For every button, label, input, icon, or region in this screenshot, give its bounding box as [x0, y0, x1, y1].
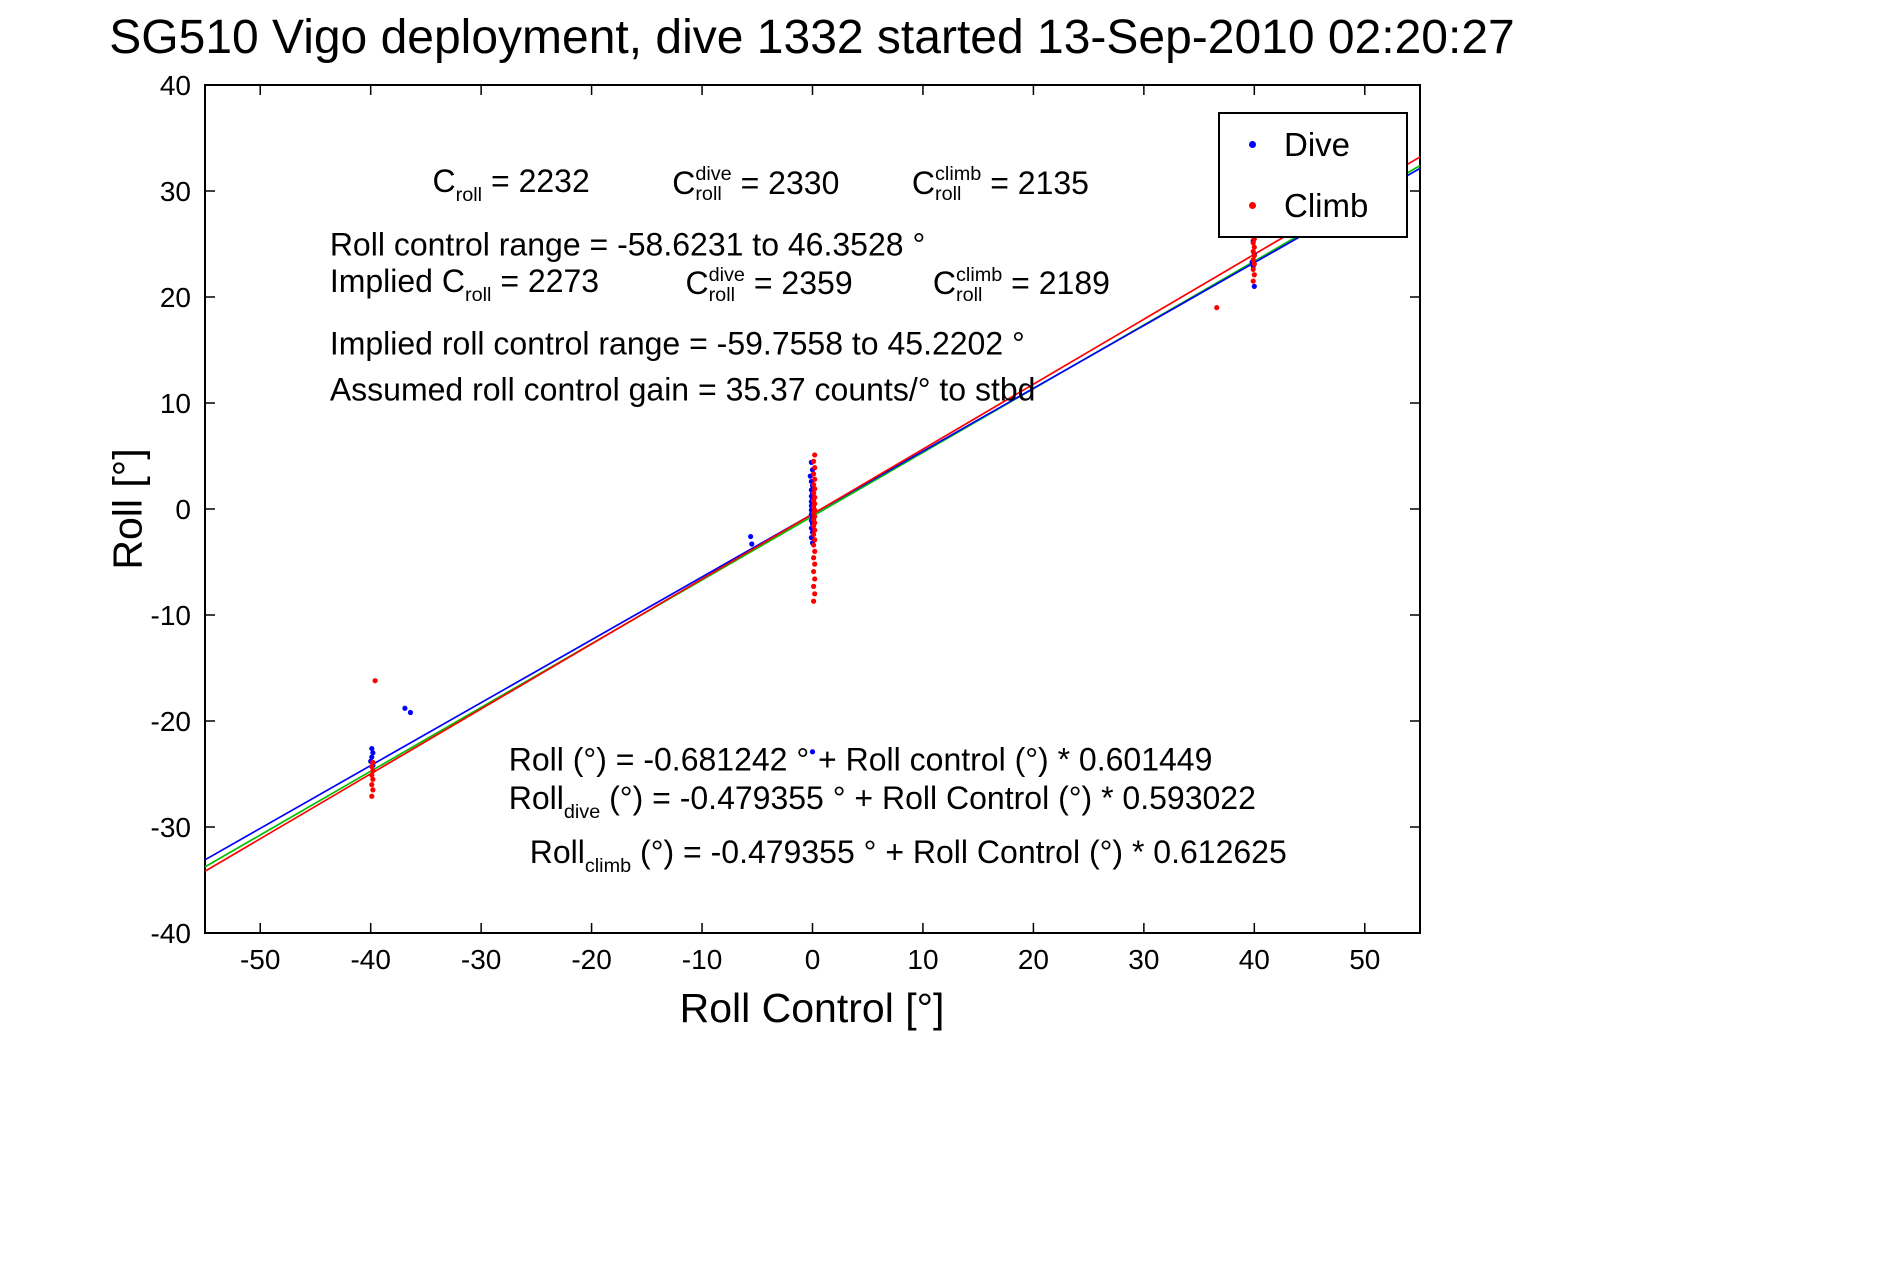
- y-tick-label: 20: [160, 282, 191, 313]
- legend-label-climb: Climb: [1284, 186, 1369, 224]
- y-tick-label: 0: [175, 494, 191, 525]
- x-tick-label: 50: [1349, 944, 1380, 975]
- climb-marker-icon: [1220, 202, 1284, 209]
- legend-item-dive: Dive: [1220, 114, 1406, 175]
- x-axis-label: Roll Control [°]: [679, 985, 945, 1031]
- y-tick-label: -40: [151, 918, 191, 949]
- climb-points: [369, 226, 1257, 799]
- chart-title: SG510 Vigo deployment, dive 1332 started…: [109, 11, 1515, 64]
- x-tick-label: -10: [682, 944, 722, 975]
- x-tick-label: 30: [1128, 944, 1159, 975]
- y-axis-label: Roll [°]: [104, 448, 151, 570]
- x-tick-label: -50: [240, 944, 280, 975]
- x-tick-label: 0: [805, 944, 821, 975]
- y-tick-label: -20: [151, 706, 191, 737]
- x-tick-label: 10: [907, 944, 938, 975]
- x-tick-label: 40: [1239, 944, 1270, 975]
- legend: Dive Climb: [1218, 112, 1408, 238]
- y-tick-label: 40: [160, 70, 191, 101]
- y-tick-label: 10: [160, 388, 191, 419]
- x-tick-label: -20: [571, 944, 611, 975]
- legend-item-climb: Climb: [1220, 175, 1406, 236]
- axes: -50 -40 -30 -20 -10 0 10 20 30 40 50 -40 -30 -20 -10 0 1…: [151, 70, 1421, 975]
- x-tick-label: -30: [461, 944, 501, 975]
- y-tick-label: 30: [160, 176, 191, 207]
- dive-marker-icon: [1220, 141, 1284, 148]
- y-tick-label: -30: [151, 812, 191, 843]
- x-tick-label: 20: [1018, 944, 1049, 975]
- x-tick-label: -40: [350, 944, 390, 975]
- legend-label-dive: Dive: [1284, 125, 1351, 163]
- y-tick-label: -10: [151, 600, 191, 631]
